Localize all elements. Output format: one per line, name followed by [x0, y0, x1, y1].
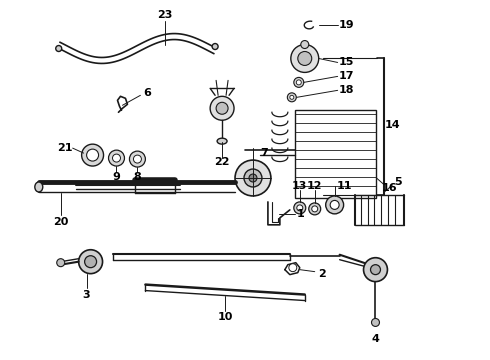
- Circle shape: [294, 202, 306, 214]
- Text: 7: 7: [260, 148, 268, 158]
- Circle shape: [291, 45, 318, 72]
- Circle shape: [312, 206, 318, 212]
- Circle shape: [294, 77, 304, 87]
- Circle shape: [309, 203, 321, 215]
- Text: 16: 16: [382, 183, 397, 193]
- Circle shape: [289, 264, 297, 272]
- Circle shape: [212, 44, 218, 50]
- Text: 18: 18: [339, 85, 354, 95]
- Circle shape: [113, 154, 121, 162]
- Text: 13: 13: [292, 181, 308, 191]
- Circle shape: [326, 196, 343, 214]
- Circle shape: [244, 169, 262, 187]
- Circle shape: [129, 151, 146, 167]
- Circle shape: [249, 174, 257, 182]
- Circle shape: [133, 155, 142, 163]
- Text: 10: 10: [218, 312, 233, 323]
- Circle shape: [364, 258, 388, 282]
- Circle shape: [57, 259, 65, 267]
- Text: 6: 6: [144, 88, 151, 98]
- Text: 4: 4: [371, 334, 379, 345]
- Circle shape: [82, 144, 103, 166]
- Circle shape: [235, 160, 271, 196]
- Text: 2: 2: [318, 269, 325, 279]
- Circle shape: [371, 319, 379, 327]
- Text: 20: 20: [53, 217, 69, 227]
- Text: 15: 15: [339, 58, 354, 67]
- Text: 23: 23: [158, 10, 173, 20]
- Circle shape: [370, 265, 380, 275]
- Text: 17: 17: [339, 71, 354, 81]
- Text: 1: 1: [297, 209, 305, 219]
- Text: 9: 9: [113, 172, 121, 182]
- Text: 3: 3: [83, 289, 91, 300]
- Bar: [295, 110, 376, 198]
- Circle shape: [108, 150, 124, 166]
- Circle shape: [210, 96, 234, 120]
- Circle shape: [330, 201, 339, 210]
- Circle shape: [287, 93, 296, 102]
- Circle shape: [296, 80, 301, 85]
- Circle shape: [298, 51, 312, 66]
- Text: 12: 12: [307, 181, 322, 191]
- Circle shape: [297, 205, 303, 211]
- Circle shape: [85, 256, 97, 268]
- Circle shape: [78, 250, 102, 274]
- Text: 5: 5: [394, 177, 402, 187]
- Text: 19: 19: [339, 19, 354, 30]
- Circle shape: [290, 95, 294, 99]
- Ellipse shape: [217, 138, 227, 144]
- Circle shape: [87, 149, 98, 161]
- Text: 21: 21: [57, 143, 73, 153]
- Text: 11: 11: [337, 181, 352, 191]
- Circle shape: [301, 41, 309, 49]
- Circle shape: [216, 102, 228, 114]
- Circle shape: [56, 45, 62, 51]
- Text: 22: 22: [214, 157, 230, 167]
- Text: 8: 8: [134, 172, 141, 182]
- Ellipse shape: [35, 182, 43, 192]
- Text: 14: 14: [385, 120, 400, 130]
